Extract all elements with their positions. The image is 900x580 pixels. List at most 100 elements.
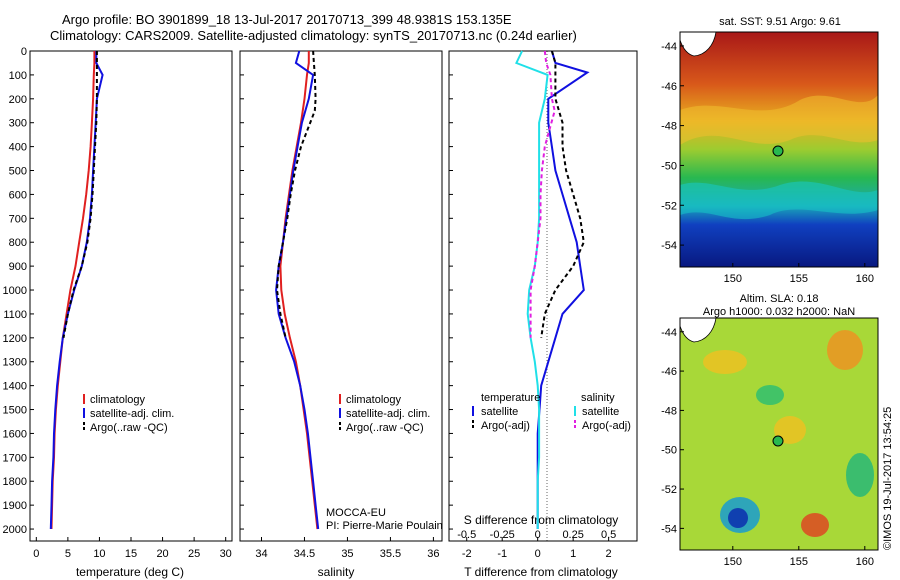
- x-tick-label: 34: [255, 548, 267, 560]
- salinity-legend: climatology satellite-adj. clim. Argo(..…: [339, 394, 430, 434]
- project-annotation: MOCCA-EU: [326, 507, 386, 519]
- sst-front-cool: [680, 181, 878, 220]
- series-line-salinity-argo-adj-: [529, 50, 556, 338]
- map-y-tick-label: -46: [661, 366, 677, 378]
- sst-front-warm: [680, 95, 878, 145]
- map-y-tick-label: -54: [661, 240, 677, 252]
- x-tick-label: 2: [606, 548, 612, 560]
- x-tick-label: 0: [535, 548, 541, 560]
- legend-temp-argo: Argo(-adj): [481, 420, 530, 432]
- depth-tick-label: 1300: [3, 357, 27, 369]
- figure-title-line2: Climatology: CARS2009. Satellite-adjuste…: [50, 28, 577, 43]
- depth-tick-label: 1500: [3, 405, 27, 417]
- map-y-tick-label: -44: [661, 327, 677, 339]
- x-tick-label: 10: [93, 548, 105, 560]
- depth-tick-label: 2000: [3, 524, 27, 536]
- map-y-tick-label: -46: [661, 81, 677, 93]
- x-tick-label: 36: [427, 548, 439, 560]
- depth-tick-label: 300: [9, 118, 27, 130]
- temperature-x-axis: 0 5 10 15 20 25 30: [33, 537, 232, 560]
- x-tick-label: 20: [156, 548, 168, 560]
- series-line-temperature-argo-adj-: [540, 50, 585, 338]
- legend-satellite: satellite-adj. clim.: [90, 408, 174, 420]
- sst-map-title: sat. SST: 9.51 Argo: 9.61: [719, 16, 841, 28]
- series-line-climatology: [279, 51, 319, 530]
- map-y-tick-label: -50: [661, 160, 677, 172]
- map-x-tick-label: 155: [790, 556, 808, 568]
- temperature-legend: climatology satellite-adj. clim. Argo(..…: [83, 394, 174, 434]
- series-line-argo-raw-qc-: [62, 51, 98, 338]
- map-x-tick-label: 150: [724, 556, 742, 568]
- legend-sal-argo: Argo(-adj): [582, 420, 631, 432]
- depth-tick-label: 1700: [3, 452, 27, 464]
- sla-map-frame: [679, 317, 879, 551]
- x-tick-label: 35.5: [380, 548, 401, 560]
- depth-tick-label: 1900: [3, 500, 27, 512]
- sla-anomaly-high-3: [774, 416, 806, 444]
- x-tick-label: 1: [570, 548, 576, 560]
- depth-tick-label: 0: [21, 46, 27, 58]
- legend-argo: Argo(..raw -QC): [346, 422, 424, 434]
- s-tick-label: 0.5: [601, 529, 616, 541]
- x-tick-label: 0: [33, 548, 39, 560]
- series-line-temperature-satellite: [536, 50, 590, 529]
- depth-tick-label: 1800: [3, 476, 27, 488]
- sla-anomaly-low-2: [846, 453, 874, 497]
- depth-tick-label: 1600: [3, 428, 27, 440]
- sla-float-marker: [772, 435, 784, 447]
- legend-climatology: climatology: [90, 394, 146, 406]
- depth-tick-label: 700: [9, 213, 27, 225]
- map-x-tick-label: 160: [856, 556, 874, 568]
- sla-anomaly-high-4: [801, 513, 829, 537]
- x-tick-label: 34.5: [294, 548, 315, 560]
- x-tick-label: 30: [220, 548, 232, 560]
- map-y-tick-label: -44: [661, 41, 677, 53]
- sla-anomaly-low-1: [756, 385, 784, 405]
- depth-tick-label: 200: [9, 94, 27, 106]
- sst-float-marker: [772, 145, 784, 157]
- map-x-tick-label: 155: [790, 273, 808, 285]
- difference-x-label: T difference from climatology: [464, 565, 618, 579]
- depth-tick-label: 500: [9, 166, 27, 178]
- series-line-argo-raw-qc-: [275, 50, 317, 339]
- sla-map: [680, 318, 878, 550]
- salinity-panel: [239, 50, 443, 542]
- legend-argo: Argo(..raw -QC): [90, 422, 168, 434]
- difference-x-axis: -2 -1 0 1 2: [462, 537, 612, 560]
- depth-tick-label: 800: [9, 237, 27, 249]
- s-tick-label: 0: [535, 529, 541, 541]
- salinity-x-label: salinity: [318, 565, 355, 579]
- series-line-satellite-adj-clim-: [275, 50, 320, 530]
- depth-tick-label: 100: [9, 70, 27, 82]
- map-y-tick-label: -54: [661, 523, 677, 535]
- x-tick-label: 35: [341, 548, 353, 560]
- map-y-tick-label: -48: [661, 121, 677, 133]
- x-tick-label: 15: [125, 548, 137, 560]
- sla-anomaly-low-4: [728, 508, 748, 528]
- s-tick-label: 0.25: [562, 529, 583, 541]
- sst-map-axes: 150 155 160 -44 -46 -48 -50 -52 -54: [661, 41, 874, 285]
- difference-panel: [448, 50, 638, 542]
- map-y-tick-label: -48: [661, 405, 677, 417]
- x-tick-label: 25: [188, 548, 200, 560]
- s-tick-label: -0.25: [490, 529, 515, 541]
- salinity-x-axis: 34 34.5 35 35.5 36: [255, 537, 440, 560]
- map-y-tick-label: -52: [661, 200, 677, 212]
- x-tick-label: -1: [497, 548, 507, 560]
- temperature-panel: [29, 50, 233, 542]
- salinity-difference-axis: -0.5 -0.25 0 0.25 0.5: [457, 529, 616, 541]
- legend-temperature-title: temperature: [481, 392, 540, 404]
- depth-tick-label: 600: [9, 189, 27, 201]
- depth-tick-label: 400: [9, 142, 27, 154]
- sla-map-axes: 150 155 160 -44 -46 -48 -50 -52 -54: [661, 327, 874, 568]
- map-y-tick-label: -50: [661, 445, 677, 457]
- x-tick-label: 5: [65, 548, 71, 560]
- depth-tick-label: 1400: [3, 381, 27, 393]
- legend-temp-satellite: satellite: [481, 406, 518, 418]
- depth-tick-label: 900: [9, 261, 27, 273]
- figure-title-line1: Argo profile: BO 3901899_18 13-Jul-2017 …: [62, 12, 512, 27]
- sla-map-title-line2: Argo h1000: 0.032 h2000: NaN: [703, 306, 855, 318]
- sla-map-title-line1: Altim. SLA: 0.18: [740, 293, 819, 305]
- depth-axis: 0 100 200 300 400 500 600 700 800 900 1000 1100 1200…: [3, 46, 453, 536]
